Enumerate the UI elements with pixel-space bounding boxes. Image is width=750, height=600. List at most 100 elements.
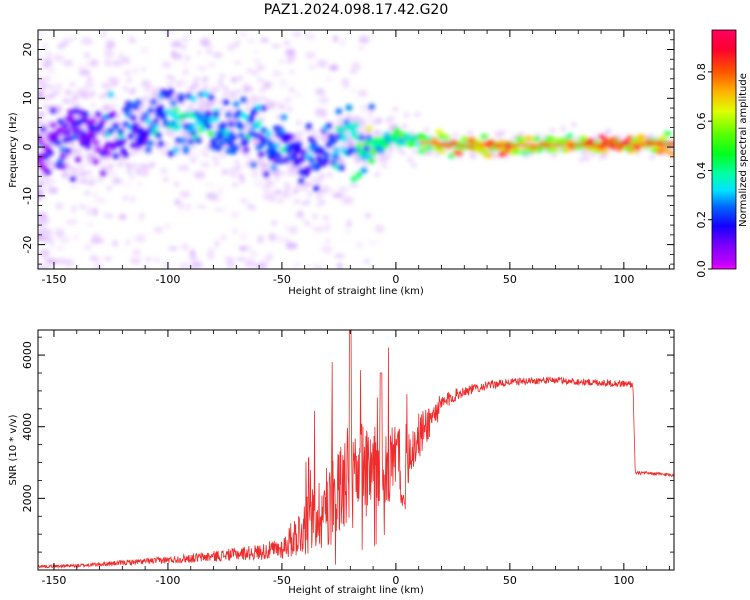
spectrogram-halo-cell <box>286 106 293 112</box>
spectrogram-halo-cell <box>252 172 259 178</box>
spectrogram-noise-cell <box>68 37 76 41</box>
spectrogram-noise-cell <box>87 175 95 180</box>
spectrogram-halo-cell <box>259 87 266 93</box>
spectrogram-ridge-cell <box>154 131 162 139</box>
spectrogram-ridge-cell <box>237 132 245 139</box>
spectrogram-noise-cell <box>208 61 217 68</box>
spectrogram-ridge-cell <box>38 139 44 146</box>
spectrogram-noise-cell <box>145 257 151 262</box>
spectrogram-ridge-cell <box>57 157 64 165</box>
spectrogram-halo-cell <box>301 185 308 191</box>
spectrogram-halo-cell <box>104 104 111 110</box>
spectrogram-ridge-cell <box>112 152 120 160</box>
spectrogram-noise-cell <box>339 39 346 47</box>
spectrogram-ridge-cell <box>119 137 127 145</box>
spectrogram-halo-cell <box>242 121 249 127</box>
spectrogram-halo-cell <box>388 115 395 121</box>
spectrogram-core-cell <box>613 141 622 145</box>
spectrogram-halo-cell <box>213 87 220 93</box>
spectrogram-halo-cell <box>164 142 171 148</box>
spectrogram-noise-cell <box>332 193 344 198</box>
spectrogram-halo-cell <box>239 174 246 180</box>
spectrogram-halo-cell <box>222 92 229 98</box>
spectrogram-ridge-cell <box>365 125 373 132</box>
spectrogram-ridge-cell <box>235 109 243 117</box>
spectrogram-halo-cell <box>211 99 218 105</box>
spectrogram-noise-cell <box>316 107 326 115</box>
spectrogram-ridge-cell <box>615 145 624 152</box>
colorbar-gradient <box>712 30 736 269</box>
spectrogram-noise-cell <box>232 228 238 234</box>
spectrogram-noise-cell <box>121 183 133 187</box>
spectrogram-core-cell <box>584 143 593 146</box>
spectrogram-halo-cell <box>242 82 249 88</box>
spectrogram-noise-cell <box>60 37 70 42</box>
spectrogram-halo-cell <box>275 114 282 120</box>
spectrogram-halo-cell <box>173 181 180 187</box>
spectrogram-halo-cell <box>518 131 525 137</box>
spectrogram-ridge-cell <box>84 143 92 150</box>
spectrogram-halo-cell <box>357 118 364 124</box>
spectrogram-halo-cell <box>111 81 118 87</box>
spectrogram-ridge-cell <box>109 110 117 118</box>
spectrogram-noise-cell <box>326 188 335 194</box>
spectrogram-ridge-cell <box>272 157 280 165</box>
spectrogram-ridge-cell <box>167 88 175 95</box>
spectrogram-ridge-cell <box>202 90 210 98</box>
spectrogram-halo-cell <box>261 162 268 168</box>
spectrogram-halo-cell <box>202 152 209 158</box>
spectrogram-halo-cell <box>45 160 52 166</box>
spectrogram-halo-cell <box>283 190 290 196</box>
spectrogram-halo-cell <box>188 106 195 112</box>
spectrogram-halo-cell <box>190 158 197 164</box>
spectrogram-ridge-cell <box>227 120 235 128</box>
spectrogram-noise-cell <box>368 241 379 245</box>
spectrogram-noise-cell <box>346 219 352 228</box>
spectrogram-ridge-cell <box>77 135 85 142</box>
spectrogram-noise-cell <box>342 83 350 89</box>
spectrogram-halo-cell <box>396 146 403 152</box>
spectrogram-ridge-cell <box>107 127 115 134</box>
x-tick-label: -100 <box>155 574 180 587</box>
spectrogram-ridge-cell <box>277 127 285 134</box>
spectrogram-halo-cell <box>131 162 138 168</box>
spectrogram-noise-cell <box>217 207 228 212</box>
spectrogram-noise-cell <box>294 262 299 268</box>
spectrogram-halo-cell <box>233 159 240 165</box>
spectrogram-ridge-cell <box>89 117 97 125</box>
spectrogram-noise-cell <box>38 233 43 241</box>
spectrogram-ridge-cell <box>282 137 290 144</box>
spectrogram-noise-cell <box>217 186 224 196</box>
spectrogram-noise-cell <box>38 228 49 234</box>
spectrogram-ridge-cell <box>257 151 265 158</box>
spectrogram-ridge-cell <box>353 133 360 141</box>
spectrogram-noise-cell <box>99 237 105 245</box>
spectrogram-ridge-cell <box>147 139 155 147</box>
spectrogram-halo-cell <box>407 157 414 163</box>
spectrogram-ridge-cell <box>350 176 358 183</box>
spectrogram-noise-cell <box>238 30 248 38</box>
spectrogram-noise-cell <box>330 64 337 70</box>
spectrogram-ridge-cell <box>232 144 240 151</box>
spectrogram-halo-cell <box>82 125 89 131</box>
colorbar-tick-label: 0.0 <box>695 260 708 278</box>
colorbar-tick-label: 0.4 <box>695 162 708 180</box>
spectrogram-halo-cell <box>40 86 47 92</box>
spectrogram-noise-cell <box>226 261 236 269</box>
spectrogram-ridge-cell <box>207 94 215 101</box>
spectrogram-ridge-cell <box>355 142 363 150</box>
spectrogram-halo-cell <box>370 120 377 126</box>
spectrogram-noise-cell <box>199 148 204 154</box>
spectrogram-halo-cell <box>277 198 284 204</box>
spectrogram-halo-cell <box>293 187 300 193</box>
spectrogram-ridge-cell <box>170 99 177 107</box>
spectrogram-noise-cell <box>196 205 208 209</box>
spectrogram-noise-cell <box>253 179 264 188</box>
spectrogram-ridge-cell <box>343 119 350 126</box>
spectrogram-noise-cell <box>341 196 354 205</box>
spectrogram-noise-cell <box>122 56 131 65</box>
spectrogram-noise-cell <box>136 181 143 188</box>
spectrogram-halo-cell <box>144 86 151 92</box>
spectrogram-halo-cell <box>244 162 251 168</box>
spectrogram-y-ticks: -20 -10 0 10 20 <box>21 29 674 265</box>
